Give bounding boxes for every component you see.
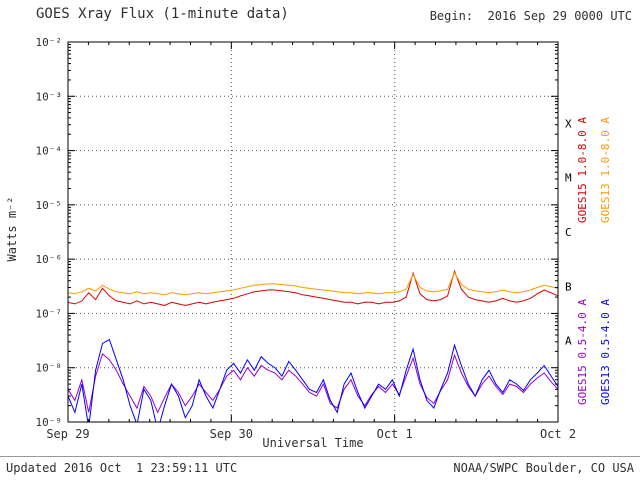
- series-line-goes15-1-0-8-0-a: [68, 269, 558, 307]
- x-tick-label: Oct 1: [377, 427, 413, 441]
- y-tick-label: 10⁻³: [36, 90, 63, 103]
- flare-class-label: A: [565, 335, 572, 348]
- flare-class-label: M: [565, 172, 572, 185]
- channel-label-goes15-1-0-8-0-a: GOES15 1.0-8.0 A: [576, 117, 589, 223]
- begin-timestamp: Begin: 2016 Sep 29 0000 UTC: [429, 9, 632, 23]
- x-tick-label: Sep 30: [210, 427, 253, 441]
- x-tick-label: Sep 29: [46, 427, 89, 441]
- updated-timestamp: Updated 2016 Oct 1 23:59:11 UTC: [6, 461, 238, 475]
- x-axis-label: Universal Time: [262, 436, 364, 450]
- y-tick-label: 10⁻⁹: [36, 416, 63, 429]
- y-tick-label: 10⁻⁷: [36, 307, 63, 320]
- footer-bar: Updated 2016 Oct 1 23:59:11 UTC NOAA/SWP…: [0, 456, 640, 475]
- series-line-goes13-0-5-4-0-a: [68, 338, 558, 422]
- page-title: GOES Xray Flux (1-minute data): [36, 6, 289, 22]
- y-tick-label: 10⁻⁶: [36, 253, 63, 266]
- flare-class-label: B: [565, 280, 572, 293]
- series-group: [68, 269, 558, 422]
- y-tick-label: 10⁻²: [36, 36, 63, 49]
- channel-label-goes15-0-5-4-0-a: GOES15 0.5-4.0 A: [576, 299, 589, 405]
- x-tick-label: Oct 2: [540, 427, 576, 441]
- flare-class-label: C: [565, 226, 572, 239]
- series-line-goes13-1-0-8-0-a: [68, 271, 558, 296]
- y-tick-label: 10⁻⁵: [36, 199, 63, 212]
- credit-text: NOAA/SWPC Boulder, CO USA: [453, 461, 634, 475]
- plot-border: [67, 41, 559, 423]
- y-tick-label: 10⁻⁴: [36, 145, 63, 158]
- flare-class-label: X: [565, 117, 572, 130]
- channel-label-goes13-1-0-8-0-a: GOES13 1.0-8.0 A: [599, 117, 612, 223]
- y-tick-label: 10⁻⁸: [36, 362, 63, 375]
- channel-label-goes13-0-5-4-0-a: GOES13 0.5-4.0 A: [599, 299, 612, 405]
